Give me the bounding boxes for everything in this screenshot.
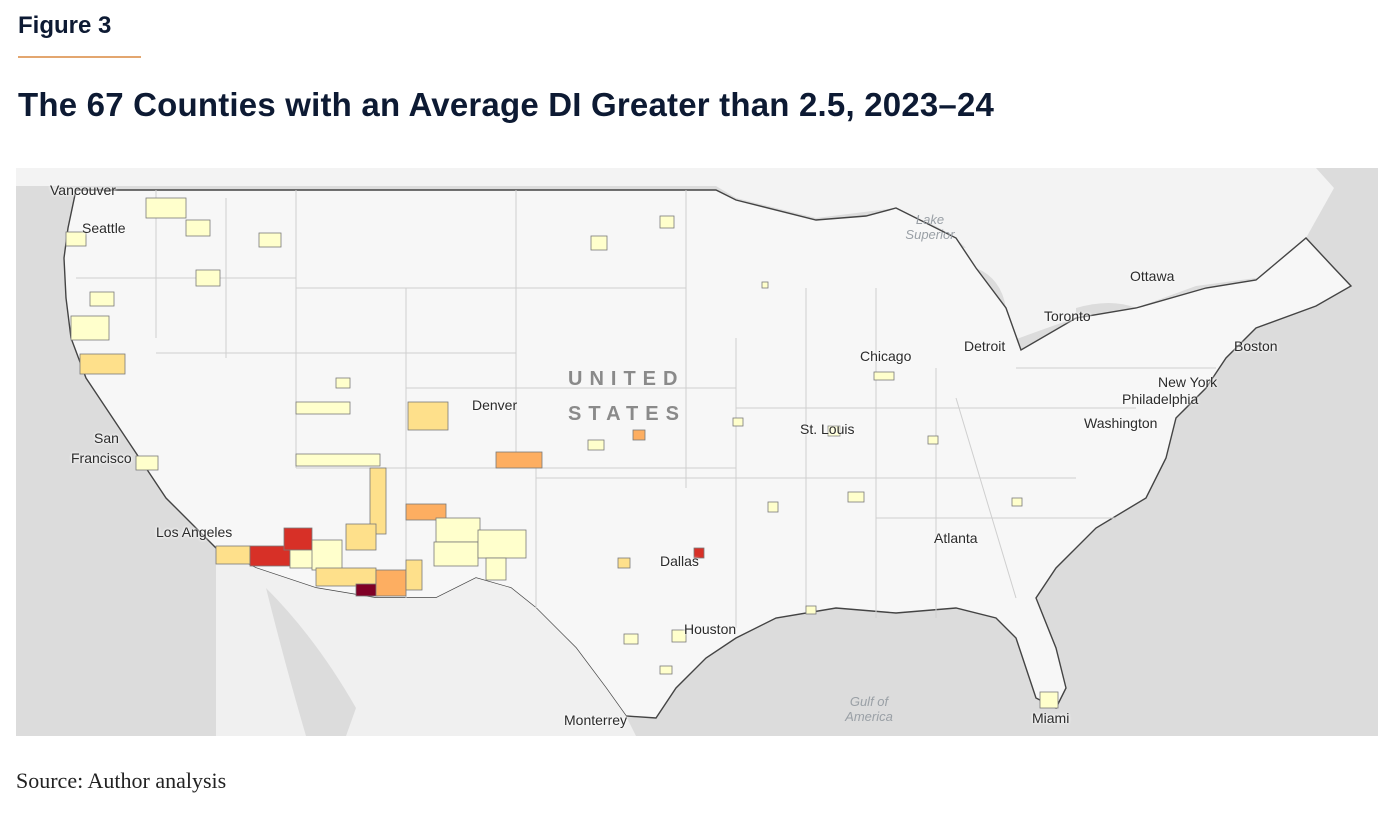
city-label-denver: Denver <box>472 397 518 413</box>
country-label-line1: UNITED <box>568 368 685 390</box>
county-az-2 <box>345 523 377 551</box>
water-label-gulf-line2: America <box>845 709 893 724</box>
county-il-2 <box>827 425 841 437</box>
county-nm-1 <box>405 503 447 521</box>
city-label-san-francisco-line1: San <box>94 430 119 446</box>
lake-erie <box>1006 318 1076 350</box>
county-or-3 <box>79 353 126 375</box>
county-az-8 <box>405 559 423 591</box>
county-ar-1 <box>767 501 779 513</box>
county-mo-1 <box>732 417 744 427</box>
county-wa-3 <box>65 231 87 247</box>
county-wa-1 <box>145 197 187 219</box>
county-az-6 <box>355 583 379 597</box>
city-label-dallas: Dallas <box>660 553 699 569</box>
city-label-atlanta: Atlanta <box>934 530 978 546</box>
city-label-philadelphia: Philadelphia <box>1122 391 1199 407</box>
county-nd-2 <box>659 215 675 229</box>
county-wa-2 <box>185 219 211 237</box>
city-label-san-francisco-line2: Francisco <box>71 450 132 466</box>
county-tx-4 <box>659 665 673 675</box>
county-tx-1 <box>617 557 631 569</box>
baja-gulf <box>266 588 356 736</box>
country-label-line2: STATES <box>568 403 686 425</box>
county-tx-3 <box>671 629 687 643</box>
county-or-2 <box>70 315 110 341</box>
county-az-5 <box>315 567 377 587</box>
city-label-detroit: Detroit <box>964 338 1006 354</box>
city-label-monterrey: Monterrey <box>564 712 628 728</box>
county-sc-1 <box>1011 497 1023 507</box>
water-label-lake-superior-line1: Lake <box>915 212 945 227</box>
source-note: Source: Author analysis <box>16 768 227 793</box>
county-nd-1 <box>590 235 608 251</box>
highlighted-counties <box>65 197 1059 709</box>
water-label-gulf-line1: Gulf of <box>849 694 889 709</box>
city-label-toronto: Toronto <box>1044 308 1091 324</box>
county-ut-1 <box>295 401 351 415</box>
state-boundaries <box>76 190 1216 628</box>
water-label-lake-superior: Lake Superior <box>900 212 960 242</box>
figure-label-underline <box>18 56 141 58</box>
county-ca-nor <box>135 455 159 471</box>
county-wa-4 <box>195 269 221 287</box>
county-id-2 <box>335 377 351 389</box>
county-tx-dallas <box>693 547 705 559</box>
figure-title: The 67 Counties with an Average DI Great… <box>18 86 995 123</box>
county-ks-2 <box>632 429 646 441</box>
county-tx-2 <box>623 633 639 645</box>
lake-ontario <box>1076 303 1136 319</box>
county-nm-2 <box>435 517 481 543</box>
county-in-1 <box>927 435 939 445</box>
county-co-1 <box>407 401 449 431</box>
canada-land <box>16 168 1338 348</box>
city-label-houston: Houston <box>684 621 737 637</box>
water-label-gulf: Gulf of America <box>834 694 904 724</box>
county-ca-1 <box>215 545 251 565</box>
county-map: Vancouver Seattle San Francisco Los Ange… <box>16 168 1378 736</box>
county-la-1 <box>805 605 817 615</box>
county-id-1 <box>258 232 282 248</box>
county-nm-5 <box>485 557 507 581</box>
county-or-1 <box>89 291 115 307</box>
county-ut-2 <box>295 453 381 467</box>
city-label-los-angeles: Los Angeles <box>156 524 233 540</box>
county-az-4 <box>311 539 343 571</box>
county-ks-1 <box>587 439 605 451</box>
county-co-2 <box>495 451 543 469</box>
city-label-st-louis: St. Louis <box>800 421 855 437</box>
county-az-1 <box>283 527 313 551</box>
county-az-7 <box>375 569 407 597</box>
water-label-lake-superior-line2: Superior <box>905 227 955 242</box>
county-nm-3 <box>433 541 479 567</box>
city-label-boston: Boston <box>1234 338 1278 354</box>
county-wi-1 <box>761 281 769 289</box>
city-label-washington: Washington <box>1084 415 1158 431</box>
city-label-seattle: Seattle <box>82 220 126 236</box>
city-label-new-york: New York <box>1158 374 1218 390</box>
city-label-ottawa: Ottawa <box>1130 268 1175 284</box>
city-label-miami: Miami <box>1032 710 1070 726</box>
county-fl-1 <box>1039 691 1059 709</box>
county-ms-1 <box>847 491 865 503</box>
county-il-1 <box>873 371 895 381</box>
county-nm-4 <box>477 529 527 559</box>
figure-label: Figure 3 <box>18 12 112 39</box>
city-label-chicago: Chicago <box>860 348 912 364</box>
map-canvas <box>16 168 1353 736</box>
city-label-vancouver: Vancouver <box>50 182 116 198</box>
county-ut-3 <box>369 467 387 535</box>
